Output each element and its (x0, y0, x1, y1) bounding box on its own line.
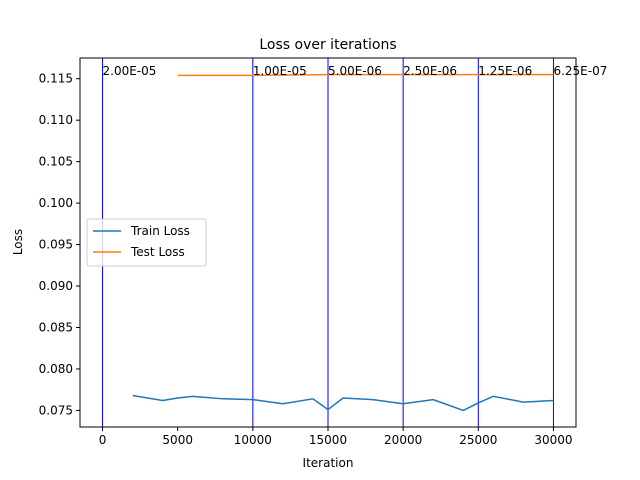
vline-label-5: 6.25E-07 (553, 64, 607, 78)
x-tick-label-6: 30000 (534, 433, 572, 447)
chart-title: Loss over iterations (259, 37, 396, 53)
x-tick-label-5: 25000 (459, 433, 497, 447)
legend-label-0: Train Loss (130, 224, 190, 238)
x-axis: 0 5000 10000 15000 20000 25000 30000 (99, 427, 573, 447)
y-tick-label-6: 0.105 (39, 155, 73, 169)
x-tick-label-2: 10000 (234, 433, 272, 447)
y-tick-label-0: 0.075 (39, 403, 73, 417)
y-axis-label: Loss (11, 229, 25, 255)
y-tick-label-2: 0.085 (39, 320, 73, 334)
legend: Train Loss Test Loss (86, 218, 207, 267)
vertical-lines (102, 58, 554, 427)
series-line-train-loss (132, 394, 554, 412)
y-tick-label-4: 0.095 (39, 238, 73, 252)
vline-labels: 2.00E-05 1.00E-05 5.00E-06 2.50E-06 1.25E-06… (103, 64, 608, 78)
vline-label-4: 1.25E-06 (478, 64, 532, 78)
series-line-test-loss (177, 73, 554, 77)
vline-label-1: 1.00E-05 (253, 64, 307, 78)
x-axis-label: Iteration (303, 456, 354, 470)
y-tick-label-5: 0.100 (39, 196, 73, 210)
y-axis: 0.075 0.080 0.085 0.090 0.095 0.100 0.105 0.110… (39, 72, 80, 417)
x-tick-label-0: 0 (99, 433, 107, 447)
vline-label-2: 5.00E-06 (328, 64, 382, 78)
x-tick-label-4: 20000 (384, 433, 422, 447)
y-tick-label-8: 0.115 (39, 72, 73, 86)
x-tick-label-3: 15000 (309, 433, 347, 447)
legend-label-1: Test Loss (130, 245, 185, 259)
series-lines (132, 73, 554, 412)
vline-label-0: 2.00E-05 (103, 64, 157, 78)
x-tick-label-1: 5000 (162, 433, 193, 447)
y-tick-label-1: 0.080 (39, 362, 73, 376)
y-tick-label-7: 0.110 (39, 113, 73, 127)
vline-label-3: 2.50E-06 (403, 64, 457, 78)
y-tick-label-3: 0.090 (39, 279, 73, 293)
